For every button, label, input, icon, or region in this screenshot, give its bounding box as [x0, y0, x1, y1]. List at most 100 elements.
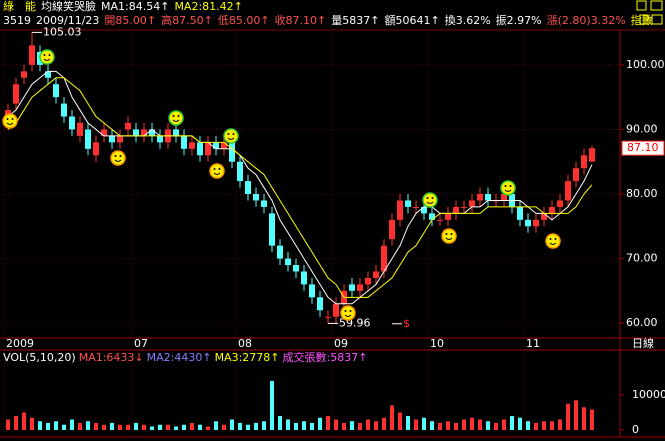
candle-body: [549, 206, 555, 214]
header-item: 指數: [631, 13, 653, 27]
y-tick-label: 90.00: [626, 122, 658, 135]
volume-bar: [366, 419, 370, 430]
volume-bar: [574, 400, 578, 430]
header-item: 高87.50↑: [161, 13, 213, 27]
face-icon: [223, 128, 239, 144]
candle-body: [501, 194, 507, 201]
volume-bar: [470, 417, 474, 430]
face-eye: [43, 54, 46, 56]
volume-bar: [534, 423, 538, 430]
candle-body: [189, 142, 195, 149]
volume-bar: [54, 421, 58, 430]
volume-bar: [278, 416, 282, 430]
volume-bar: [246, 424, 250, 430]
volume-bar: [110, 423, 114, 430]
volume-bar: [78, 423, 82, 430]
annotation: $: [403, 317, 410, 330]
header-item: 換3.62%: [445, 14, 491, 27]
face-eye: [349, 310, 352, 312]
volume-bar: [342, 423, 346, 430]
period-label: 日線: [632, 336, 654, 350]
last-price-box: [621, 140, 665, 156]
volume-bar: [438, 423, 442, 430]
volume-bar: [486, 421, 490, 430]
face-icon: [422, 192, 438, 208]
volume-bar: [406, 416, 410, 430]
volume-bar: [318, 417, 322, 430]
candle-body: [197, 142, 203, 156]
volume-bar: [198, 424, 202, 430]
candle-body: [109, 135, 115, 143]
header-item: MA1:84.54↑: [101, 0, 169, 13]
volume-bar: [494, 423, 498, 430]
y-tick-label: 70.00: [626, 252, 658, 265]
volume-bar: [302, 421, 306, 430]
face-mouth: [114, 159, 122, 162]
header-item: 低85.00↑: [218, 14, 270, 27]
candle-body: [93, 142, 99, 156]
annotation: 105.03: [43, 25, 82, 38]
face-icon: [168, 110, 184, 126]
candle-body: [85, 129, 91, 149]
candle-body: [413, 206, 419, 208]
x-tick-label: 11: [526, 337, 540, 350]
face-eye: [119, 155, 122, 157]
face-eye: [227, 133, 230, 135]
volume-bar: [478, 419, 482, 430]
volume-bar: [166, 424, 170, 430]
face-eye: [431, 197, 434, 199]
face-icon: [340, 305, 356, 321]
candle-body: [133, 129, 139, 136]
candle-body: [69, 116, 75, 130]
volume-bar: [150, 426, 154, 430]
icon[interactable]: [651, 14, 663, 25]
volume-bar: [334, 419, 338, 430]
volume-bar: [102, 424, 106, 430]
face-icon: [441, 228, 457, 244]
candle-body: [437, 219, 443, 221]
candle-body: [349, 284, 355, 291]
volume-bar: [374, 421, 378, 430]
volume-title-part: VOL(5,10,20): [3, 351, 76, 364]
x-tick-label: 10: [430, 337, 444, 350]
candle-body: [229, 142, 235, 162]
y-tick-label: 60.00: [626, 316, 658, 329]
volume-bar: [126, 424, 130, 430]
candle-body: [157, 135, 163, 143]
face-mouth: [172, 119, 180, 122]
candle-body: [221, 142, 227, 149]
candle-body: [373, 271, 379, 278]
face-icon: [500, 180, 516, 196]
header-item: 額50641↑: [385, 14, 440, 27]
header-item: 開85.00↑: [104, 14, 156, 27]
y-tick-label: 0: [632, 423, 639, 436]
volume-bar: [206, 426, 210, 430]
candle-body: [309, 284, 315, 298]
icon[interactable]: [639, 14, 649, 25]
volume-bar: [286, 419, 290, 430]
volume-title: VOL(5,10,20) MA1:6433↓ MA2:4430↑ MA3:2778↑ 成…: [3, 350, 367, 364]
face-eye: [48, 54, 51, 56]
face-icons: [2, 49, 561, 321]
candle-body: [125, 122, 131, 130]
icon[interactable]: [636, 0, 647, 11]
face-mouth: [426, 201, 434, 204]
volume-bar: [70, 419, 74, 430]
face-eye: [509, 185, 512, 187]
candle-body: [117, 135, 123, 143]
face-eye: [445, 233, 448, 235]
volume-bar: [518, 417, 522, 430]
face-eye: [213, 168, 216, 170]
candle-body: [565, 181, 571, 201]
icon[interactable]: [650, 0, 663, 11]
volume-bar: [142, 424, 146, 430]
face-eye: [554, 238, 557, 240]
candle-body: [261, 200, 267, 207]
last-price-label: 87.10: [627, 141, 659, 154]
candle-body: [557, 200, 563, 207]
volume-bar: [86, 421, 90, 430]
header-item: 振2.97%: [496, 13, 542, 27]
face-eye: [504, 185, 507, 187]
volume-bar: [542, 421, 546, 430]
